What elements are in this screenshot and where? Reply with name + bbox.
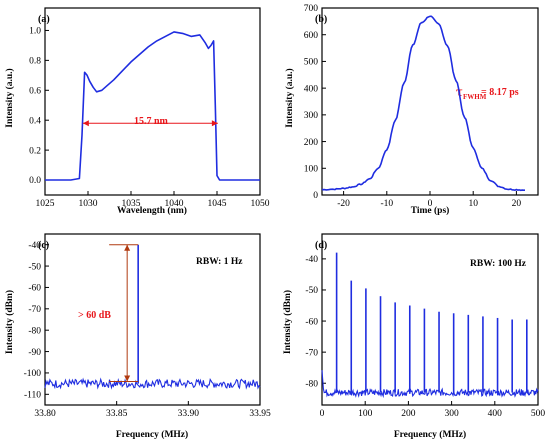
y-tick-label-b: 100	[304, 164, 319, 174]
panel-a-label: (a)	[38, 14, 50, 25]
y-tick-label-c: -60	[28, 284, 41, 294]
x-tick-label-a: 1035	[122, 199, 141, 209]
noise-floor-trace	[44, 377, 261, 390]
x-tick-label-a: 1040	[165, 199, 184, 209]
snr-arrowhead-top	[124, 244, 131, 251]
y-tick-label-d: -80	[305, 379, 318, 389]
y-tick-label-c: -40	[28, 241, 41, 251]
plot-frame-c	[44, 233, 261, 406]
panel-b-xlabel: Time (ps)	[411, 205, 450, 216]
panel-c-xlabel: Frequency (MHz)	[116, 429, 188, 440]
y-tick-label-c: -80	[28, 326, 41, 336]
x-tick-label-b: 20	[512, 199, 522, 209]
pulse-trace	[321, 15, 525, 192]
panel-a-spectrum: (a) Wavelength (nm) Intensity (a.u.) 15.…	[4, 7, 270, 216]
x-tick-label-a: 1045	[208, 199, 227, 209]
y-tick-label-b: 300	[304, 111, 319, 121]
y-tick-label-c: -90	[28, 348, 41, 358]
spectrum-trace	[45, 31, 260, 181]
y-tick-label-c: -100	[24, 369, 42, 379]
plot-frame-a	[44, 7, 261, 196]
x-tick-label-c: 33.90	[178, 409, 200, 419]
panel-a-ylabel: Intensity (a.u.)	[4, 68, 15, 127]
panel-c-rf-fundamental: (c) Frequency (MHz) Intensity (dBm) RBW:…	[4, 233, 271, 440]
x-tick-label-b: -20	[337, 199, 350, 209]
x-tick-label-a: 1025	[36, 199, 55, 209]
panel-c-rbw: RBW: 1 Hz	[196, 257, 243, 267]
panel-d-rf-wide: (d) Frequency (MHz) Intensity (dBm) RBW:…	[282, 233, 546, 440]
plot-frame-b	[321, 7, 539, 196]
x-tick-label-c: 33.80	[34, 409, 56, 419]
panel-b-pulse: (b) Time (ps) Intensity (a.u.) τ FWHM = …	[284, 4, 539, 216]
x-tick-label-d: 0	[320, 409, 325, 419]
y-tick-label-b: 0	[313, 191, 318, 201]
x-tick-label-b: 10	[468, 199, 478, 209]
x-tick-label-a: 1050	[251, 199, 270, 209]
panel-c-ylabel: Intensity (dBm)	[4, 290, 15, 354]
y-tick-label-b: 400	[304, 84, 319, 94]
y-tick-label-b: 700	[304, 4, 319, 14]
y-tick-label-d: -70	[305, 348, 318, 358]
panel-c-label: (c)	[38, 240, 49, 251]
y-tick-label-a: 0.6	[29, 86, 41, 96]
y-tick-label-d: -50	[305, 286, 318, 296]
x-tick-label-d: 500	[531, 409, 546, 419]
panel-d-label: (d)	[315, 240, 327, 251]
width-arrowhead-left	[82, 120, 89, 127]
noise-floor-trace	[321, 370, 539, 399]
tau-subscript: FWHM	[463, 93, 487, 101]
y-tick-label-a: 0.4	[29, 116, 41, 126]
y-tick-label-c: -70	[28, 305, 41, 315]
y-tick-label-d: -60	[305, 317, 318, 327]
y-tick-label-a: 0.2	[29, 146, 41, 156]
panel-b-label: (b)	[315, 14, 327, 25]
x-tick-label-c: 33.85	[106, 409, 128, 419]
panel-a-width-label: 15.7 nm	[134, 116, 169, 127]
snr-arrowhead-bottom	[124, 375, 131, 382]
x-tick-label-a: 1030	[79, 199, 98, 209]
panel-d-ylabel: Intensity (dBm)	[282, 290, 293, 354]
x-tick-label-b: -10	[380, 199, 393, 209]
y-tick-label-c: -110	[24, 391, 41, 401]
panel-c-snr-label: > 60 dB	[78, 310, 111, 321]
panel-d-rbw: RBW: 100 Hz	[470, 259, 527, 269]
panel-d-xlabel: Frequency (MHz)	[394, 429, 466, 440]
x-tick-label-d: 400	[488, 409, 503, 419]
tau-value: = 8.17 ps	[481, 87, 519, 98]
y-tick-label-a: 0.0	[29, 176, 41, 186]
x-tick-label-b: 0	[428, 199, 433, 209]
y-tick-label-a: 1.0	[29, 27, 41, 37]
plot-frame-d	[321, 233, 539, 406]
x-tick-label-c: 33.95	[249, 409, 271, 419]
width-arrowhead-right	[211, 120, 218, 127]
y-tick-label-a: 0.8	[29, 57, 41, 67]
panel-b-ylabel: Intensity (a.u.)	[284, 68, 295, 127]
y-tick-label-b: 600	[304, 31, 319, 41]
y-tick-label-c: -50	[28, 262, 41, 272]
panel-b-fwhm-label: τ FWHM = 8.17 ps	[456, 85, 519, 101]
y-tick-label-d: -40	[305, 255, 318, 265]
x-tick-label-d: 200	[401, 409, 416, 419]
x-tick-label-d: 300	[444, 409, 459, 419]
y-tick-label-b: 500	[304, 58, 319, 68]
y-tick-label-b: 200	[304, 138, 319, 148]
panel-a-xlabel: Wavelength (nm)	[117, 205, 187, 216]
x-tick-label-d: 100	[358, 409, 373, 419]
